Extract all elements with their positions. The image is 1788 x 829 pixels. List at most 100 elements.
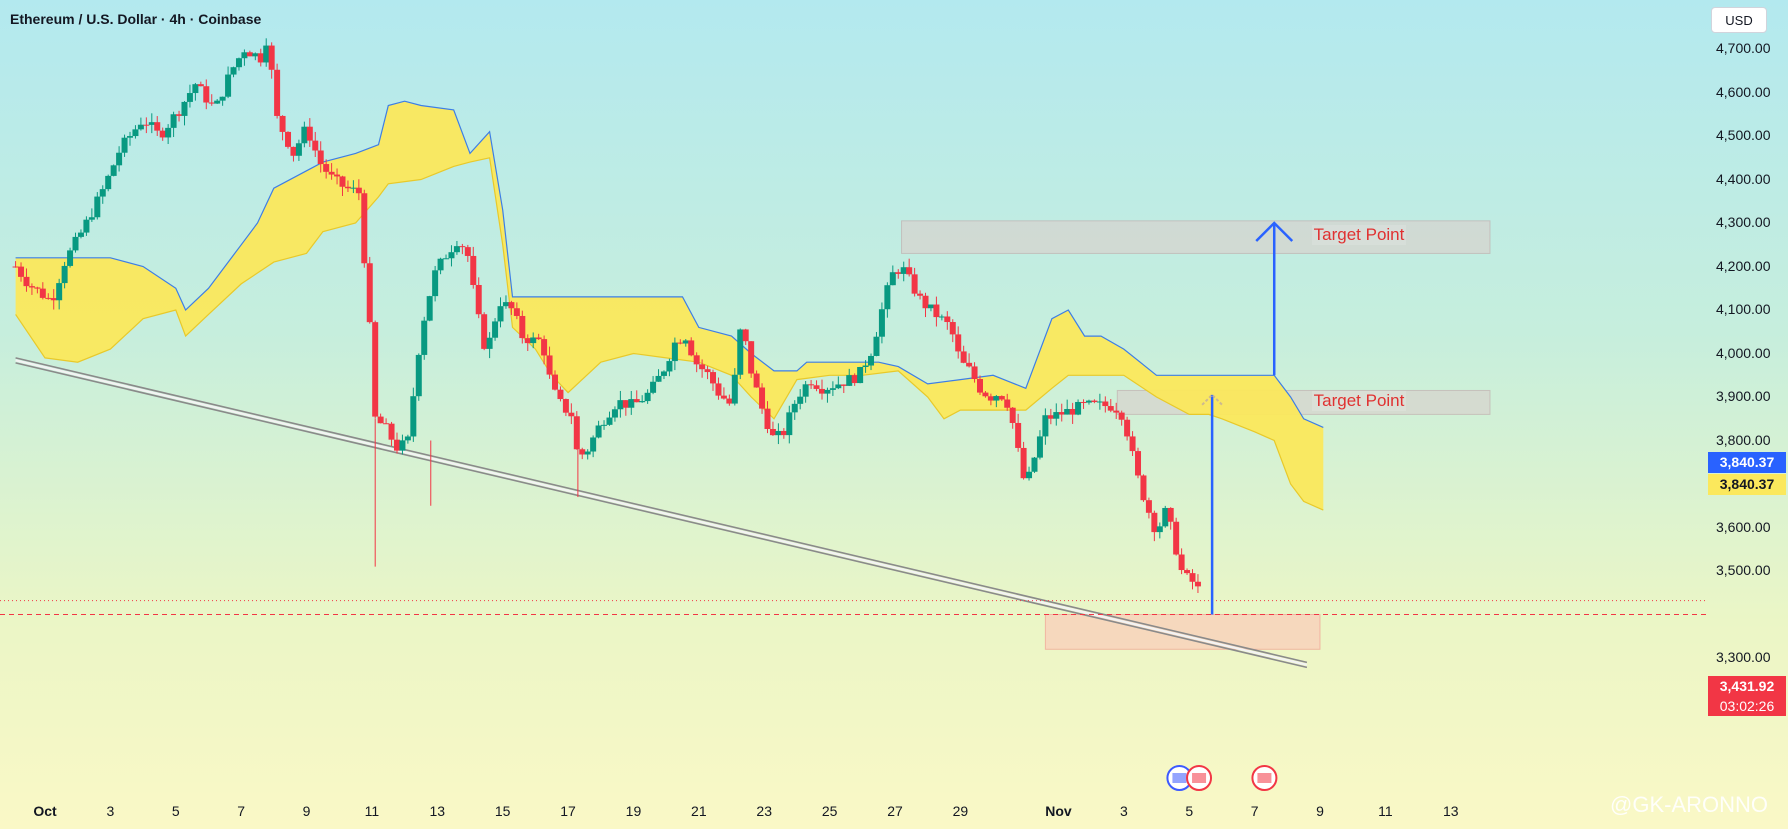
candle-up xyxy=(938,316,945,318)
candle-down xyxy=(28,286,35,288)
candle-up xyxy=(137,124,144,130)
candle-down xyxy=(34,287,41,289)
bar-countdown-tag: 03:02:26 xyxy=(1708,696,1786,716)
watermark: @GK-ARONNO xyxy=(1610,792,1769,817)
candle-up xyxy=(671,342,678,362)
candle-up xyxy=(682,340,689,344)
candle-up xyxy=(61,265,68,284)
zone-support xyxy=(1044,614,1321,650)
candle-down xyxy=(508,302,515,309)
candle-down xyxy=(710,372,717,384)
candle-down xyxy=(388,423,395,440)
candle-up xyxy=(900,267,907,274)
candle-down xyxy=(633,399,640,403)
x-tick-label: 27 xyxy=(887,803,903,819)
candle-down xyxy=(552,374,558,390)
candle-down xyxy=(1184,570,1191,574)
candle-down xyxy=(383,423,390,425)
candle-up xyxy=(235,58,242,68)
candle-down xyxy=(759,387,766,409)
candle-down xyxy=(334,174,341,177)
candle-down xyxy=(524,338,531,344)
candle-down xyxy=(742,329,749,342)
x-tick-label: 3 xyxy=(1119,803,1128,819)
x-tick-label: 25 xyxy=(821,803,838,819)
candle-up xyxy=(1156,526,1163,533)
candle-up xyxy=(884,285,891,310)
x-tick-label: 11 xyxy=(1378,803,1393,819)
candle-up xyxy=(415,354,422,397)
candle-up xyxy=(889,272,896,286)
x-tick-label: 13 xyxy=(1442,803,1459,819)
ichimoku-cloud xyxy=(15,100,1324,511)
x-tick-label: 5 xyxy=(1185,803,1194,819)
candle-down xyxy=(851,375,858,384)
candle-up xyxy=(192,84,199,94)
candle-down xyxy=(1189,573,1196,582)
candle-up xyxy=(655,375,662,382)
candle-up xyxy=(404,436,411,441)
candle-up xyxy=(530,337,537,344)
candle-up xyxy=(437,258,444,271)
candle-up xyxy=(1031,457,1038,472)
candle-up xyxy=(791,403,798,413)
candle-down xyxy=(933,304,940,318)
candle-up xyxy=(737,329,744,375)
candle-up xyxy=(127,136,133,138)
candle-down xyxy=(535,337,542,340)
candle-down xyxy=(268,45,275,70)
overlay-layer xyxy=(0,221,1706,791)
candle-up xyxy=(399,440,406,451)
candle-up xyxy=(453,246,460,253)
candle-up xyxy=(295,143,302,156)
candle-up xyxy=(993,396,1000,401)
candle-down xyxy=(197,84,204,87)
candle-down xyxy=(546,355,553,375)
cloud-line-b xyxy=(15,157,1324,511)
candle-down xyxy=(911,274,918,294)
x-tick-label: 23 xyxy=(756,803,773,819)
cloud-a-price-tag: 3,840.37 xyxy=(1708,452,1786,473)
candle-down xyxy=(1020,447,1027,479)
candle-up xyxy=(116,152,123,166)
candle-down xyxy=(159,130,166,138)
candle-down xyxy=(1015,422,1022,448)
cloud-b-price-tag: 3,840.37 xyxy=(1708,474,1786,495)
candle-down xyxy=(726,398,733,404)
candle-down xyxy=(285,131,292,147)
candle-down xyxy=(699,364,706,370)
candle-down xyxy=(1178,554,1185,571)
candle-up xyxy=(186,93,193,102)
candle-down xyxy=(1080,401,1087,403)
candle-down xyxy=(966,362,973,367)
candle-down xyxy=(808,384,815,386)
x-tick-label: 7 xyxy=(1250,803,1259,819)
candle-up xyxy=(873,336,880,356)
candle-up xyxy=(350,187,357,189)
candle-down xyxy=(176,114,183,116)
candle-down xyxy=(748,341,755,374)
candle-down xyxy=(50,298,57,301)
y-tick-label: 3,800.00 xyxy=(1716,431,1771,448)
candle-up xyxy=(660,371,667,376)
candle-down xyxy=(279,115,286,132)
candle-down xyxy=(753,373,760,388)
candle-up xyxy=(829,388,836,390)
candle-up xyxy=(230,67,237,75)
candle-up xyxy=(611,409,618,418)
candle-down xyxy=(977,379,983,393)
candle-up xyxy=(432,270,439,297)
y-tick-label: 4,100.00 xyxy=(1716,301,1771,317)
candle-up xyxy=(252,53,259,57)
candle-down xyxy=(328,171,335,175)
candle-down xyxy=(1173,521,1180,555)
candle-down xyxy=(906,267,913,275)
candle-down xyxy=(344,186,351,189)
currency-button[interactable]: USD xyxy=(1711,7,1767,33)
candle-down xyxy=(944,316,951,323)
candle-down xyxy=(1151,512,1158,533)
x-tick-label: 3 xyxy=(106,803,115,819)
candle-down xyxy=(998,396,1005,400)
candle-down xyxy=(769,428,776,436)
